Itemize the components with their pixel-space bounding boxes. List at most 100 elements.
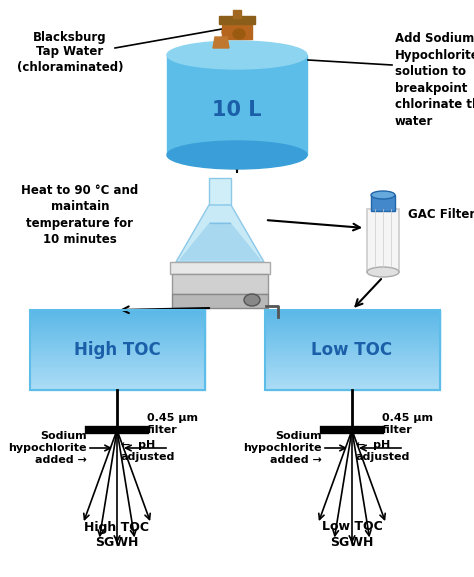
Bar [265, 371, 440, 372]
Bar [30, 357, 205, 358]
Bar [265, 352, 440, 353]
Polygon shape [213, 37, 229, 48]
Bar [265, 344, 440, 345]
Bar [30, 355, 205, 356]
Text: Low TOC
SGWH: Low TOC SGWH [322, 520, 383, 549]
Bar [30, 386, 205, 387]
Bar [265, 378, 440, 379]
Bar [30, 379, 205, 380]
Bar [265, 376, 440, 377]
Bar [30, 377, 205, 378]
Text: 0.45 μm
filter: 0.45 μm filter [382, 413, 433, 435]
Bar [265, 369, 440, 370]
Bar [167, 55, 307, 155]
Bar [30, 316, 205, 317]
Bar [209, 178, 231, 205]
Bar [30, 311, 205, 312]
Bar [30, 352, 205, 353]
Bar [265, 331, 440, 332]
Bar [30, 380, 205, 381]
Bar [265, 319, 440, 320]
Bar [265, 373, 440, 374]
Bar [265, 341, 440, 342]
Polygon shape [176, 205, 264, 262]
Ellipse shape [167, 41, 307, 69]
Text: High TOC: High TOC [73, 341, 160, 359]
Bar [30, 333, 205, 334]
Ellipse shape [367, 267, 399, 277]
Bar [30, 359, 205, 360]
Bar [30, 312, 205, 313]
Text: Blacksburg
Tap Water
(chloraminated): Blacksburg Tap Water (chloraminated) [17, 31, 123, 73]
Bar [265, 385, 440, 386]
Bar [30, 336, 205, 337]
Bar [265, 359, 440, 360]
Text: Add Sodium
Hypochlorite
solution to
breakpoint
chlorinate the
water: Add Sodium Hypochlorite solution to brea… [395, 32, 474, 128]
Bar [30, 353, 205, 354]
Bar [30, 325, 205, 326]
Bar [172, 274, 268, 294]
Bar [265, 321, 440, 322]
Bar [30, 365, 205, 366]
Bar [265, 328, 440, 329]
Bar [265, 360, 440, 361]
Bar [30, 374, 205, 375]
Bar [265, 322, 440, 323]
Bar [265, 356, 440, 357]
Bar [30, 334, 205, 335]
Bar [30, 378, 205, 379]
Bar [265, 310, 440, 390]
Bar [30, 387, 205, 388]
Bar [265, 311, 440, 312]
Bar [265, 318, 440, 319]
Bar [265, 317, 440, 318]
Bar [30, 358, 205, 359]
Ellipse shape [222, 25, 252, 39]
Bar [265, 349, 440, 350]
Bar [265, 320, 440, 321]
Bar [30, 344, 205, 345]
Bar [30, 321, 205, 322]
Bar [222, 25, 252, 39]
Bar [265, 367, 440, 368]
Bar [265, 315, 440, 316]
Bar [265, 384, 440, 385]
Bar [30, 345, 205, 346]
Bar [30, 384, 205, 385]
Bar [30, 373, 205, 374]
Bar [265, 316, 440, 317]
Bar [30, 385, 205, 386]
Bar [265, 347, 440, 348]
Bar [265, 386, 440, 387]
Bar [265, 335, 440, 336]
Bar [265, 388, 440, 389]
Bar [30, 343, 205, 344]
Bar [30, 342, 205, 343]
Bar [265, 340, 440, 341]
Bar [219, 16, 255, 24]
Bar [265, 389, 440, 390]
Bar [30, 324, 205, 325]
Bar [265, 374, 440, 375]
Bar [30, 348, 205, 349]
Text: ←  pH
adjusted: ← pH adjusted [121, 440, 175, 462]
Text: Sodium
hypochlorite
added →: Sodium hypochlorite added → [244, 432, 322, 464]
Bar [265, 329, 440, 330]
Bar [265, 366, 440, 367]
Bar [30, 317, 205, 318]
Bar [367, 209, 399, 272]
Bar [30, 310, 205, 390]
Text: Sodium
hypochlorite
added →: Sodium hypochlorite added → [9, 432, 87, 464]
Bar [30, 329, 205, 330]
Bar [30, 388, 205, 389]
Bar [30, 313, 205, 314]
Bar [30, 364, 205, 365]
Bar [30, 331, 205, 332]
Bar [30, 350, 205, 351]
Bar [265, 358, 440, 359]
Bar [30, 310, 205, 311]
Bar [30, 363, 205, 364]
Bar [265, 364, 440, 365]
Bar [30, 337, 205, 338]
Bar [265, 337, 440, 338]
